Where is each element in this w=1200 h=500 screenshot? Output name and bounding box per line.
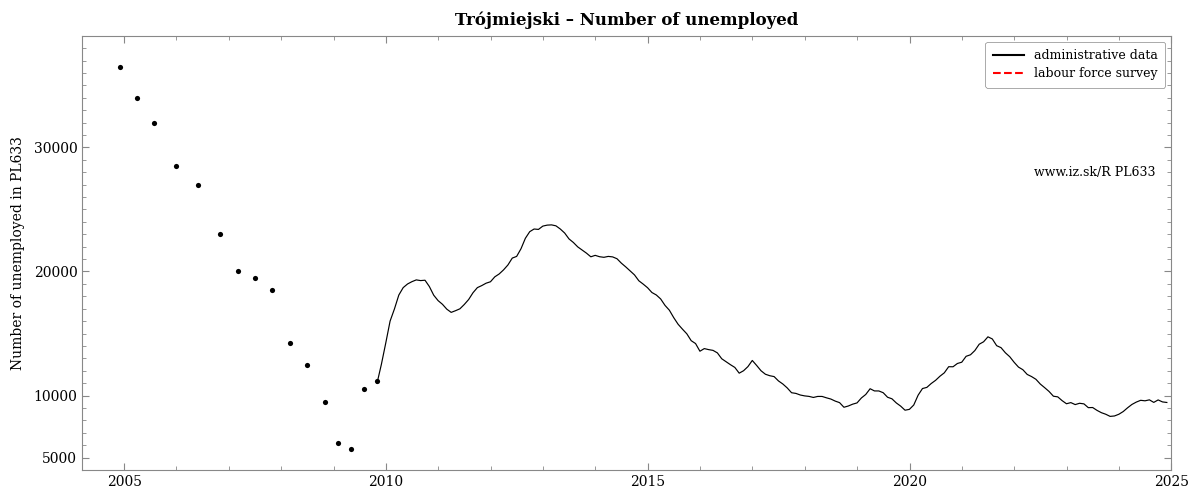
Point [341,445,360,453]
Point [188,180,208,188]
Point [228,268,247,276]
Y-axis label: Number of unemployed in PL633: Number of unemployed in PL633 [11,136,25,370]
Point [354,386,373,394]
Legend: administrative data, labour force survey: administrative data, labour force survey [985,42,1165,88]
Point [298,360,317,368]
Point [210,230,229,238]
Title: Trójmiejski – Number of unemployed: Trójmiejski – Number of unemployed [455,11,798,28]
Point [328,438,347,446]
Point [245,274,264,281]
Point [145,118,164,126]
Point [127,94,146,102]
Point [110,62,130,70]
Point [367,376,386,384]
Text: www.iz.sk/R PL633: www.iz.sk/R PL633 [1033,166,1156,179]
Point [316,398,335,406]
Point [167,162,186,170]
Point [263,286,282,294]
Point [281,340,300,347]
